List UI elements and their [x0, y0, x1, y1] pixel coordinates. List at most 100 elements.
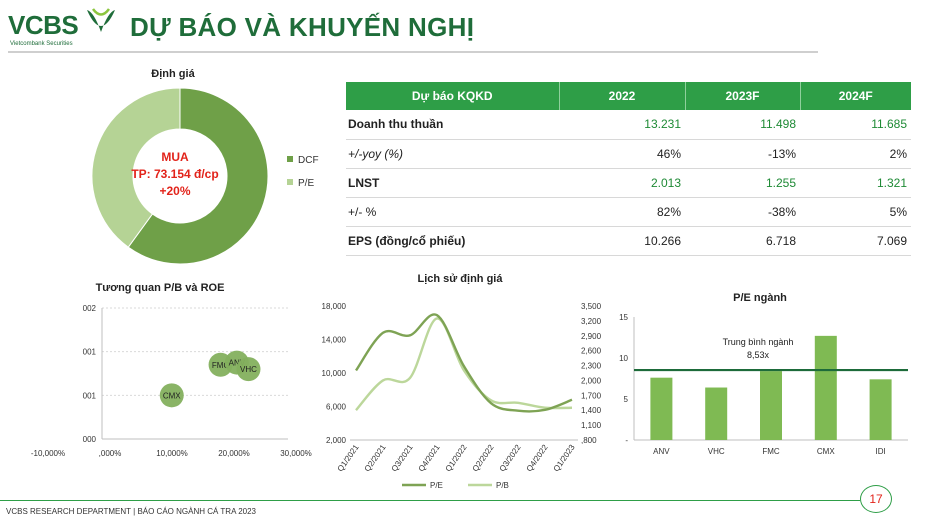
- table-row: +/- % 82% -38% 5%: [346, 197, 911, 227]
- bar-fmc: [760, 371, 782, 440]
- bar-category-label: CMX: [817, 447, 835, 456]
- table-cell: 11.498: [685, 110, 800, 140]
- line-y-right-tick: 1,100: [581, 421, 602, 430]
- bubble-vhc: [236, 357, 261, 382]
- page-title: DỰ BÁO VÀ KHUYẾN NGHỊ: [130, 12, 475, 42]
- average-value-label: 8,53x: [747, 350, 770, 360]
- table-cell: 46%: [559, 139, 685, 169]
- line-x-tick: Q1/2022: [444, 443, 469, 474]
- row-label: LNST: [346, 168, 559, 198]
- table-cell: 5%: [800, 197, 911, 227]
- row-label: +/- %: [346, 197, 559, 227]
- line-y-right-tick: ,800: [581, 436, 597, 445]
- bar-category-label: FMC: [762, 447, 780, 456]
- line-y-left-tick: 18,000: [322, 302, 347, 311]
- line-x-tick: Q1/2023: [552, 443, 577, 474]
- line-y-right-tick: 1,400: [581, 406, 602, 415]
- line-y-left-tick: 2,000: [326, 436, 347, 445]
- industry-pe-bar-chart: - 5 10 15 ANV VHC FMC CMX IDI Trung bình ngành 8,5…: [619, 313, 908, 456]
- table-cell: -38%: [685, 197, 800, 227]
- footer-divider: [0, 500, 860, 501]
- scatter-x-tick: 20,000%: [218, 449, 250, 458]
- line-title: Lịch sử định giá: [417, 273, 503, 285]
- valuation-callout: MUA TP: 73.154 đ/cp +20%: [110, 149, 240, 200]
- bubble-label: FMC: [212, 361, 230, 370]
- table-cell: 2%: [800, 139, 911, 169]
- row-label: +/-yoy (%): [346, 139, 559, 169]
- scatter-y-tick: 001: [83, 348, 97, 357]
- line-x-tick: Q1/2021: [336, 443, 361, 474]
- line-x-tick: Q4/2022: [525, 443, 550, 474]
- line-x-tick: Q3/2022: [498, 443, 523, 474]
- scatter-x-tick: ,000%: [99, 449, 122, 458]
- line-x-tick: Q2/2021: [363, 443, 388, 474]
- scatter-x-tick: 10,000%: [156, 449, 188, 458]
- scatter-x-tick: 30,000%: [280, 449, 312, 458]
- table-cell: 1.255: [685, 168, 800, 198]
- scatter-y-tick: 000: [83, 435, 97, 444]
- legend-label-pe: P/E: [298, 178, 315, 189]
- series-line-pb: [355, 317, 573, 412]
- legend-swatch-dcf: [287, 156, 293, 162]
- header-cell: 2023F: [685, 82, 801, 110]
- legend-label: P/B: [496, 481, 509, 490]
- scatter-y-tick: 002: [83, 304, 97, 313]
- bubble-label: VHC: [240, 365, 257, 374]
- bar-category-label: ANV: [653, 447, 670, 456]
- bar-vhc: [705, 387, 728, 440]
- table-cell: 13.231: [559, 110, 685, 140]
- table-row: Doanh thu thuần 13.231 11.498 11.685: [346, 110, 911, 140]
- legend-swatch-pe: [287, 179, 293, 185]
- upside-label: +20%: [159, 184, 191, 198]
- scatter-x-tick: -10,000%: [31, 449, 65, 458]
- header: VCBS Vietcombank Securities DỰ BÁO VÀ KH…: [0, 0, 926, 58]
- bar-anv: [650, 377, 673, 440]
- legend-label: P/E: [430, 481, 443, 490]
- table-cell: 2.013: [559, 168, 685, 198]
- line-y-right-tick: 3,500: [581, 302, 602, 311]
- series-line-pe: [355, 313, 573, 413]
- bar-title: P/E ngành: [733, 292, 787, 304]
- legend-dcf: DCF: [287, 155, 319, 166]
- header-cell: Dự báo KQKD: [346, 82, 560, 110]
- header-cell: 2022: [559, 82, 686, 110]
- bar-y-tick: -: [625, 436, 628, 445]
- line-y-left-tick: 10,000: [322, 369, 347, 378]
- table-row: EPS (đồng/cổ phiếu) 10.266 6.718 7.069: [346, 226, 911, 256]
- forecast-table: Dự báo KQKD 2022 2023F 2024F Doanh thu t…: [346, 82, 911, 256]
- target-price-label: TP: 73.154 đ/cp: [131, 167, 219, 181]
- table-cell: 6.718: [685, 226, 800, 256]
- bar-cmx: [814, 335, 837, 440]
- table-cell: -13%: [685, 139, 800, 169]
- forecast-header-row: Dự báo KQKD 2022 2023F 2024F: [346, 82, 911, 110]
- scatter-y-tick: 001: [83, 391, 97, 400]
- table-row: LNST 2.013 1.255 1.321: [346, 168, 911, 198]
- bubble-label: ANV: [229, 359, 246, 368]
- bar-idi: [869, 379, 892, 440]
- bar-y-tick: 15: [619, 313, 628, 322]
- line-x-tick: Q3/2021: [390, 443, 415, 474]
- footer-text: VCBS RESEARCH DEPARTMENT | BÁO CÁO NGÀNH…: [6, 507, 256, 516]
- rating-label: MUA: [161, 150, 189, 164]
- bar-category-label: IDI: [875, 447, 885, 456]
- line-y-right-tick: 2,600: [581, 347, 602, 356]
- valuation-title: Định giá: [151, 68, 195, 80]
- row-label: Doanh thu thuần: [346, 110, 559, 140]
- line-y-left-tick: 6,000: [326, 403, 347, 412]
- bubble-cmx: [159, 383, 184, 408]
- line-y-right-tick: 1,700: [581, 391, 602, 400]
- line-x-tick: Q4/2021: [417, 443, 442, 474]
- logo: VCBS: [8, 10, 79, 40]
- table-cell: 7.069: [800, 226, 911, 256]
- legend-label-dcf: DCF: [298, 155, 319, 166]
- line-y-right-tick: 2,000: [581, 376, 602, 385]
- logo-subtitle: Vietcombank Securities: [10, 41, 73, 47]
- row-label: EPS (đồng/cổ phiếu): [346, 226, 559, 256]
- pb-roe-scatter-chart: 000 001 001 002 -10,000% ,000% 10,000% 20,000% 3…: [31, 304, 312, 458]
- average-label: Trung bình ngành: [723, 337, 794, 347]
- bar-y-tick: 10: [619, 354, 628, 363]
- valuation-history-line-chart: 2,000 6,000 10,000 14,000 18,000 ,800 1,100 1,4…: [322, 302, 602, 490]
- line-y-right-tick: 2,900: [581, 332, 602, 341]
- table-row: +/-yoy (%) 46% -13% 2%: [346, 139, 911, 169]
- donut-hole: [133, 129, 227, 223]
